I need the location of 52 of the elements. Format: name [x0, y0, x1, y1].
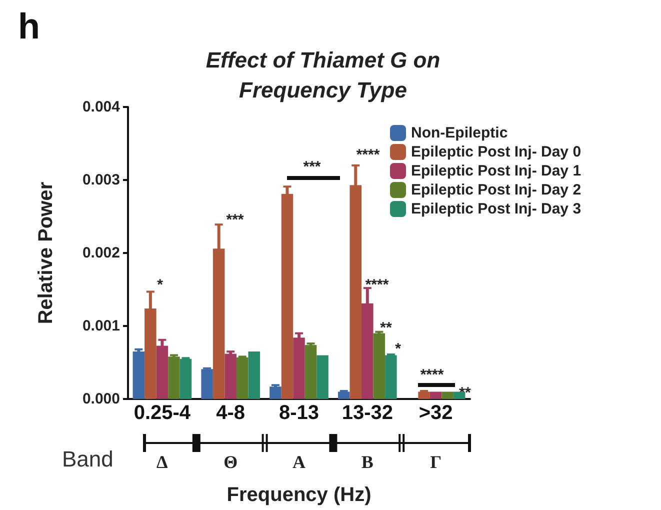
x-tick-label: 0.25-4: [134, 402, 192, 424]
annotation: ***: [303, 158, 321, 176]
bar: [224, 354, 236, 399]
bar: [180, 358, 192, 399]
bar: [442, 392, 454, 399]
x-tick-label: 13-32: [342, 402, 393, 424]
bar: [418, 392, 430, 399]
y-axis-title: Relative Power: [35, 182, 57, 324]
x-axis-title: Frequency (Hz): [226, 484, 372, 506]
text: Θ: [224, 452, 238, 472]
annotation: ***: [226, 212, 244, 228]
legend-label: Epileptic Post Inj- Day 1: [411, 162, 582, 180]
text: Δ: [156, 452, 168, 472]
bar: [453, 392, 466, 399]
y-tick-label: 0.001: [82, 318, 120, 334]
x-tick-label: 8-13: [278, 402, 320, 424]
annotation: **: [459, 384, 471, 402]
bar: [132, 352, 145, 399]
bar: [236, 357, 248, 399]
text: Α: [292, 452, 306, 472]
annotation: ****: [365, 276, 389, 294]
legend-label: Epileptic Post Inj- Day 0: [411, 144, 582, 160]
legend-label: Epileptic Post Inj- Day 2: [411, 182, 582, 198]
annotation: ****: [356, 146, 380, 164]
bar: [385, 355, 397, 399]
bar: [316, 355, 328, 399]
chart-title: Effect of Thiamet G on Frequency Type: [206, 48, 440, 102]
bar: [373, 333, 386, 399]
bar: [430, 392, 442, 399]
text: Γ: [430, 452, 442, 472]
y-tick-label: 0.003: [82, 172, 120, 188]
text: Β: [361, 452, 374, 472]
text: Band: [62, 446, 114, 472]
legend-label: Epileptic Post Inj- Day 3: [411, 200, 582, 218]
bar: [293, 338, 305, 399]
bar: [201, 369, 213, 399]
annotation: *: [157, 276, 164, 294]
text: h: [18, 6, 40, 46]
annotation: **: [380, 320, 392, 336]
annotation: ****: [420, 366, 444, 384]
bar: [270, 386, 282, 399]
y-tick-label: 0.004: [82, 98, 121, 116]
bar: [248, 352, 260, 399]
y-tick-label: 0.000: [82, 390, 120, 408]
legend-label: Non-Epileptic: [411, 124, 508, 142]
annotation: *: [395, 340, 402, 358]
x-tick-label: 4-8: [216, 402, 246, 424]
x-tick-label: >32: [418, 402, 453, 424]
y-tick-label: 0.002: [82, 244, 120, 262]
bar: [168, 356, 180, 399]
bar: [304, 344, 317, 399]
bar: [338, 392, 350, 399]
